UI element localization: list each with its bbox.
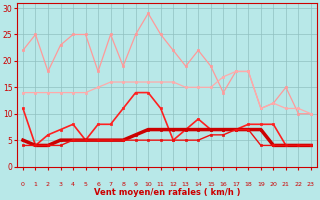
X-axis label: Vent moyen/en rafales ( km/h ): Vent moyen/en rafales ( km/h ) — [94, 188, 240, 197]
